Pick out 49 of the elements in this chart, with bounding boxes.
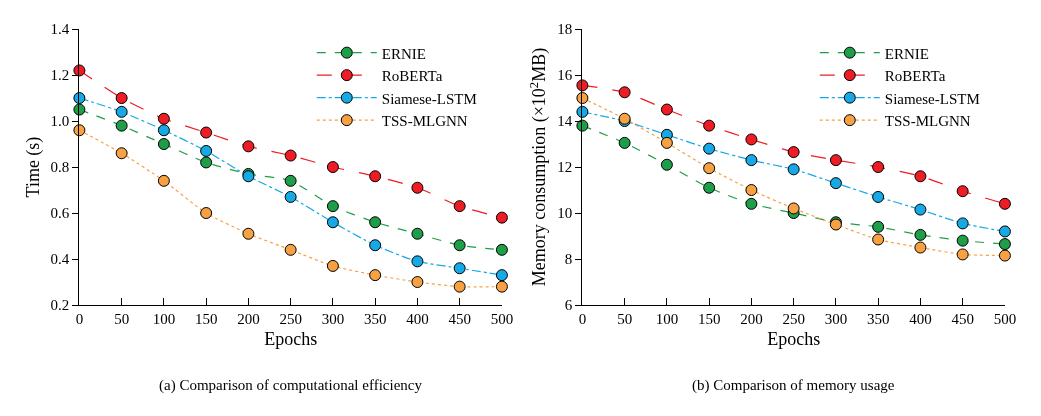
y-tick-label: 0.2 xyxy=(50,297,70,314)
legend-label: RoBERTa xyxy=(884,68,946,84)
x-tick-label: 500 xyxy=(993,311,1017,328)
legend-label: ERNIE xyxy=(381,45,426,62)
x-tick-label: 300 xyxy=(824,311,848,328)
x-tick-label: 0 xyxy=(578,311,587,328)
x-tick-label: 400 xyxy=(406,311,429,328)
text: (a) Comparison of computational efficiency xyxy=(159,377,423,394)
y-tick-label: 14 xyxy=(557,113,573,130)
x-axis-title: Epochs xyxy=(767,329,821,350)
x-tick-label: 350 xyxy=(363,311,387,328)
x-tick-label: 200 xyxy=(740,311,763,328)
legend-label: TSS-MLGNN xyxy=(884,113,971,129)
y-tick-label: 0.6 xyxy=(50,205,70,222)
legend-label: TSS-MLGNN xyxy=(381,113,468,129)
text: (b) Comparison of memory usage xyxy=(692,377,895,394)
x-tick-label: 250 xyxy=(782,311,805,328)
y-tick-label: 1.0 xyxy=(50,113,70,130)
x-tick-label: 150 xyxy=(194,311,218,328)
y-tick-label: 12 xyxy=(557,159,573,176)
x-tick-label: 100 xyxy=(655,311,679,328)
y-tick-label: 18 xyxy=(557,21,573,38)
y-tick-label: 0.4 xyxy=(50,251,70,268)
x-tick-label: 350 xyxy=(866,311,890,328)
y-tick-label: 16 xyxy=(557,67,573,84)
legend-label: Siamese-LSTM xyxy=(381,90,477,107)
legend-label: Siamese-LSTM xyxy=(884,90,980,107)
y-tick-label: 8 xyxy=(564,251,573,268)
x-tick-label: 500 xyxy=(490,311,514,328)
x-tick-label: 450 xyxy=(951,311,974,328)
y-tick-label: 1.2 xyxy=(50,67,70,84)
x-tick-label: 0 xyxy=(75,311,84,328)
x-tick-label: 250 xyxy=(279,311,302,328)
x-tick-label: 50 xyxy=(617,311,633,328)
x-tick-label: 100 xyxy=(152,311,176,328)
y-tick-label: 0.8 xyxy=(50,159,70,176)
x-tick-label: 200 xyxy=(237,311,260,328)
x-tick-label: 400 xyxy=(909,311,932,328)
x-tick-label: 450 xyxy=(448,311,471,328)
x-tick-label: 50 xyxy=(114,311,130,328)
y-axis-title: Time (s) xyxy=(22,136,44,198)
x-tick-label: 150 xyxy=(697,311,721,328)
legend-label: ERNIE xyxy=(884,45,929,62)
y-tick-label: 10 xyxy=(557,205,573,222)
y-tick-label: 6 xyxy=(564,297,573,314)
x-tick-label: 300 xyxy=(321,311,345,328)
x-axis-title: Epochs xyxy=(264,329,318,350)
y-tick-label: 1.4 xyxy=(50,21,70,38)
legend-label: RoBERTa xyxy=(381,68,443,84)
